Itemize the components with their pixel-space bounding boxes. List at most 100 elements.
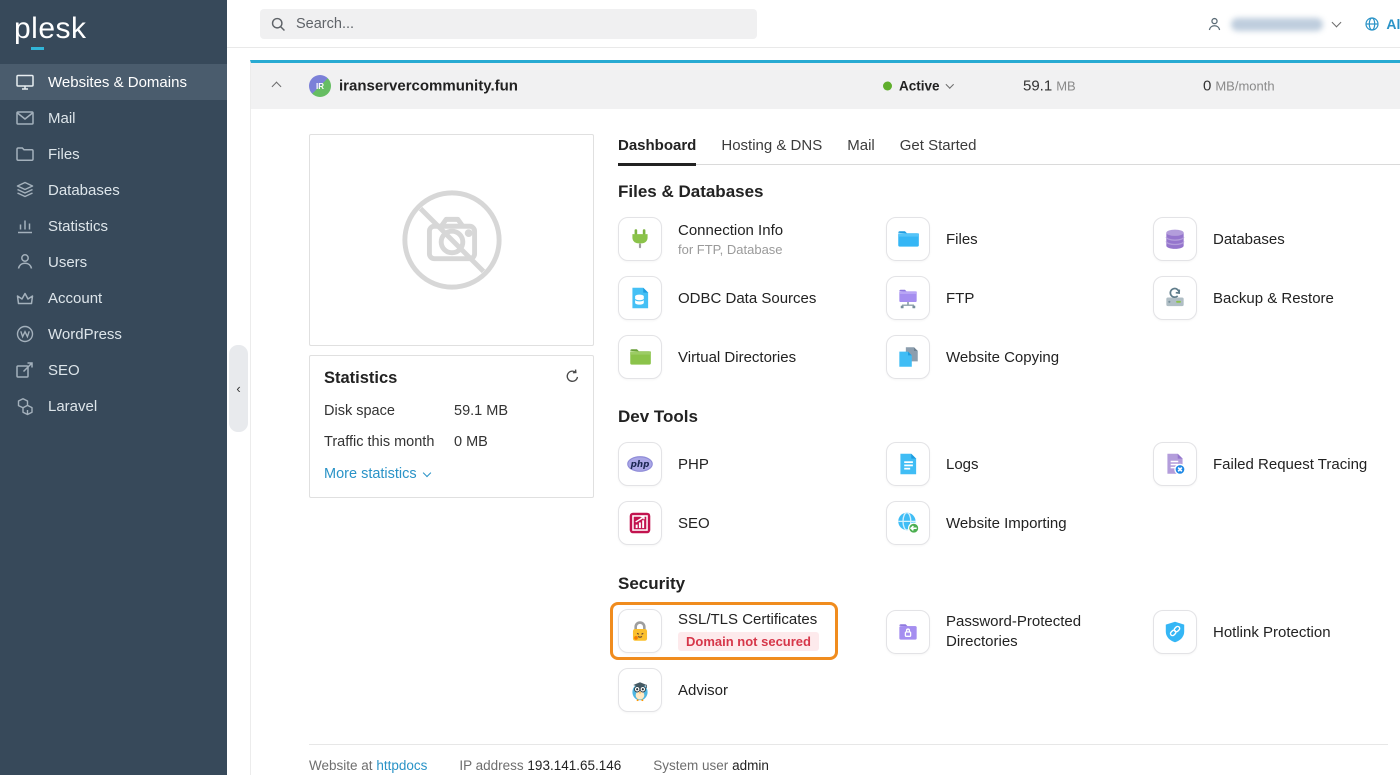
green-folder-icon bbox=[618, 335, 662, 379]
tool-virtual-directories[interactable]: Virtual Directories bbox=[618, 335, 886, 379]
domain-card-header: IR iranservercommunity.fun Active 59.1 MB… bbox=[251, 63, 1400, 109]
plesk-logo: plesk bbox=[0, 0, 227, 64]
sidebar-item-laravel[interactable]: Laravel bbox=[0, 388, 227, 424]
tool-odbc-data-sources[interactable]: ODBC Data Sources bbox=[618, 276, 886, 320]
topbar-right: All s bbox=[1206, 0, 1400, 47]
globe-icon bbox=[1364, 16, 1380, 32]
traffic-value: 0 bbox=[1203, 77, 1212, 95]
tool-password-protected-directories[interactable]: Password-Protected Directories bbox=[886, 610, 1153, 654]
advisor-owl-icon bbox=[618, 668, 662, 712]
tab-dashboard[interactable]: Dashboard bbox=[618, 137, 697, 166]
tool-seo[interactable]: SEO bbox=[618, 501, 886, 545]
tool-label: Hotlink Protection bbox=[1213, 623, 1331, 641]
more-statistics-label: More statistics bbox=[324, 466, 417, 482]
traffic-usage: 0 MB/month bbox=[1203, 78, 1275, 95]
crown-icon bbox=[15, 288, 35, 308]
backup-drive-icon bbox=[1153, 276, 1197, 320]
no-screenshot-icon bbox=[398, 186, 506, 294]
tool-ssl-tls-certificates[interactable]: SSL/TLS Certificates Domain not secured bbox=[618, 609, 819, 653]
sidebar-collapse-handle[interactable]: ‹ bbox=[229, 345, 248, 432]
grid-column: Databases Backup & Restore bbox=[1153, 217, 1400, 335]
sidebar-item-account[interactable]: Account bbox=[0, 280, 227, 316]
tool-ftp[interactable]: FTP bbox=[886, 276, 1153, 320]
sidebar-item-statistics[interactable]: Statistics bbox=[0, 208, 227, 244]
domain-card: IR iranservercommunity.fun Active 59.1 MB… bbox=[250, 60, 1400, 775]
plesk-logo-text: plesk bbox=[14, 12, 87, 45]
search-box[interactable] bbox=[260, 9, 757, 39]
grid-column: Password-Protected Directories bbox=[886, 610, 1153, 669]
tool-website-copying[interactable]: Website Copying bbox=[886, 335, 1153, 379]
bar-chart-icon bbox=[15, 216, 35, 236]
status-dropdown[interactable]: Active bbox=[883, 78, 954, 94]
httpdocs-link[interactable]: httpdocs bbox=[376, 758, 428, 773]
tool-label: ODBC Data Sources bbox=[678, 289, 817, 307]
tool-hotlink-protection[interactable]: Hotlink Protection bbox=[1153, 610, 1400, 654]
sidebar-item-label: Users bbox=[48, 253, 88, 271]
footer-ip: IP address 193.141.65.146 bbox=[459, 758, 621, 773]
search-icon bbox=[270, 16, 287, 33]
sidebar-item-label: WordPress bbox=[48, 325, 122, 343]
section-title-files-databases: Files & Databases bbox=[618, 182, 764, 201]
tool-label: Advisor bbox=[678, 681, 729, 699]
tool-label: Website Importing bbox=[946, 514, 1067, 532]
sidebar-item-websites-domains[interactable]: Websites & Domains bbox=[0, 64, 227, 100]
sidebar-item-files[interactable]: Files bbox=[0, 136, 227, 172]
collapse-domain-button[interactable] bbox=[269, 73, 284, 99]
stat-row: Disk space 59.1 MB bbox=[324, 403, 579, 419]
stat-row: Traffic this month 0 MB bbox=[324, 434, 579, 450]
sidebar: plesk Websites & Domains Mail Files Data… bbox=[0, 0, 227, 775]
tool-backup-restore[interactable]: Backup & Restore bbox=[1153, 276, 1400, 320]
chevron-down-icon[interactable] bbox=[1331, 17, 1342, 28]
tool-website-importing[interactable]: Website Importing bbox=[886, 501, 1153, 545]
laravel-icon bbox=[15, 396, 35, 416]
globe-import-icon bbox=[886, 501, 930, 545]
search-input[interactable] bbox=[296, 16, 747, 32]
tool-databases[interactable]: Databases bbox=[1153, 217, 1400, 261]
tool-failed-request-tracing[interactable]: Failed Request Tracing bbox=[1153, 442, 1400, 486]
footer-system-user: System user admin bbox=[653, 758, 769, 773]
tool-connection-info[interactable]: Connection Info for FTP, Database bbox=[618, 217, 886, 261]
tool-advisor[interactable]: Advisor bbox=[618, 668, 886, 712]
security-grid: SSL/TLS Certificates Domain not secured … bbox=[610, 602, 1400, 727]
domain-not-secured-badge: Domain not secured bbox=[678, 632, 819, 651]
dev-tools-grid: php PHP SEO Logs bbox=[618, 442, 1400, 560]
tool-label: PHP bbox=[678, 455, 709, 473]
tool-label: Backup & Restore bbox=[1213, 289, 1334, 307]
sidebar-item-wordpress[interactable]: WordPress bbox=[0, 316, 227, 352]
stat-value: 0 MB bbox=[454, 434, 488, 450]
all-subscriptions-link[interactable]: All s bbox=[1386, 16, 1400, 32]
tool-php[interactable]: php PHP bbox=[618, 442, 886, 486]
sidebar-item-seo[interactable]: SEO bbox=[0, 352, 227, 388]
statistics-card: Statistics Disk space 59.1 MB Traffic th… bbox=[309, 355, 594, 498]
tool-label: Website Copying bbox=[946, 348, 1060, 366]
refresh-icon[interactable] bbox=[564, 368, 581, 385]
ssl-highlight-outline: SSL/TLS Certificates Domain not secured bbox=[610, 602, 838, 660]
tool-label: Password-Protected Directories bbox=[946, 612, 1082, 650]
domain-name: iranservercommunity.fun bbox=[339, 77, 518, 95]
sidebar-item-mail[interactable]: Mail bbox=[0, 100, 227, 136]
tool-files[interactable]: Files bbox=[886, 217, 1153, 261]
user-name-blurred[interactable] bbox=[1231, 17, 1324, 31]
failed-request-icon bbox=[1153, 442, 1197, 486]
sidebar-item-label: Websites & Domains bbox=[48, 73, 187, 91]
sidebar-item-databases[interactable]: Databases bbox=[0, 172, 227, 208]
status-label: Active bbox=[899, 78, 940, 94]
tool-logs[interactable]: Logs bbox=[886, 442, 1153, 486]
sidebar-item-label: Account bbox=[48, 289, 103, 307]
more-statistics-link[interactable]: More statistics bbox=[324, 466, 579, 482]
domain-favicon: IR bbox=[309, 75, 331, 97]
ftp-network-folder-icon bbox=[886, 276, 930, 320]
disk-unit: MB bbox=[1056, 78, 1076, 94]
tab-bar: Dashboard Hosting & DNS Mail Get Started bbox=[618, 137, 1400, 166]
stat-label: Disk space bbox=[324, 403, 395, 419]
wordpress-icon bbox=[15, 324, 35, 344]
tab-hosting-dns[interactable]: Hosting & DNS bbox=[721, 137, 823, 154]
sidebar-item-users[interactable]: Users bbox=[0, 244, 227, 280]
tool-label: Virtual Directories bbox=[678, 348, 797, 366]
tab-get-started[interactable]: Get Started bbox=[899, 137, 977, 154]
statistics-title: Statistics bbox=[324, 369, 398, 387]
tab-mail[interactable]: Mail bbox=[847, 137, 875, 154]
tool-label: SSL/TLS Certificates bbox=[678, 611, 818, 628]
top-bar: All s bbox=[227, 0, 1400, 48]
sidebar-item-label: Mail bbox=[48, 109, 76, 127]
